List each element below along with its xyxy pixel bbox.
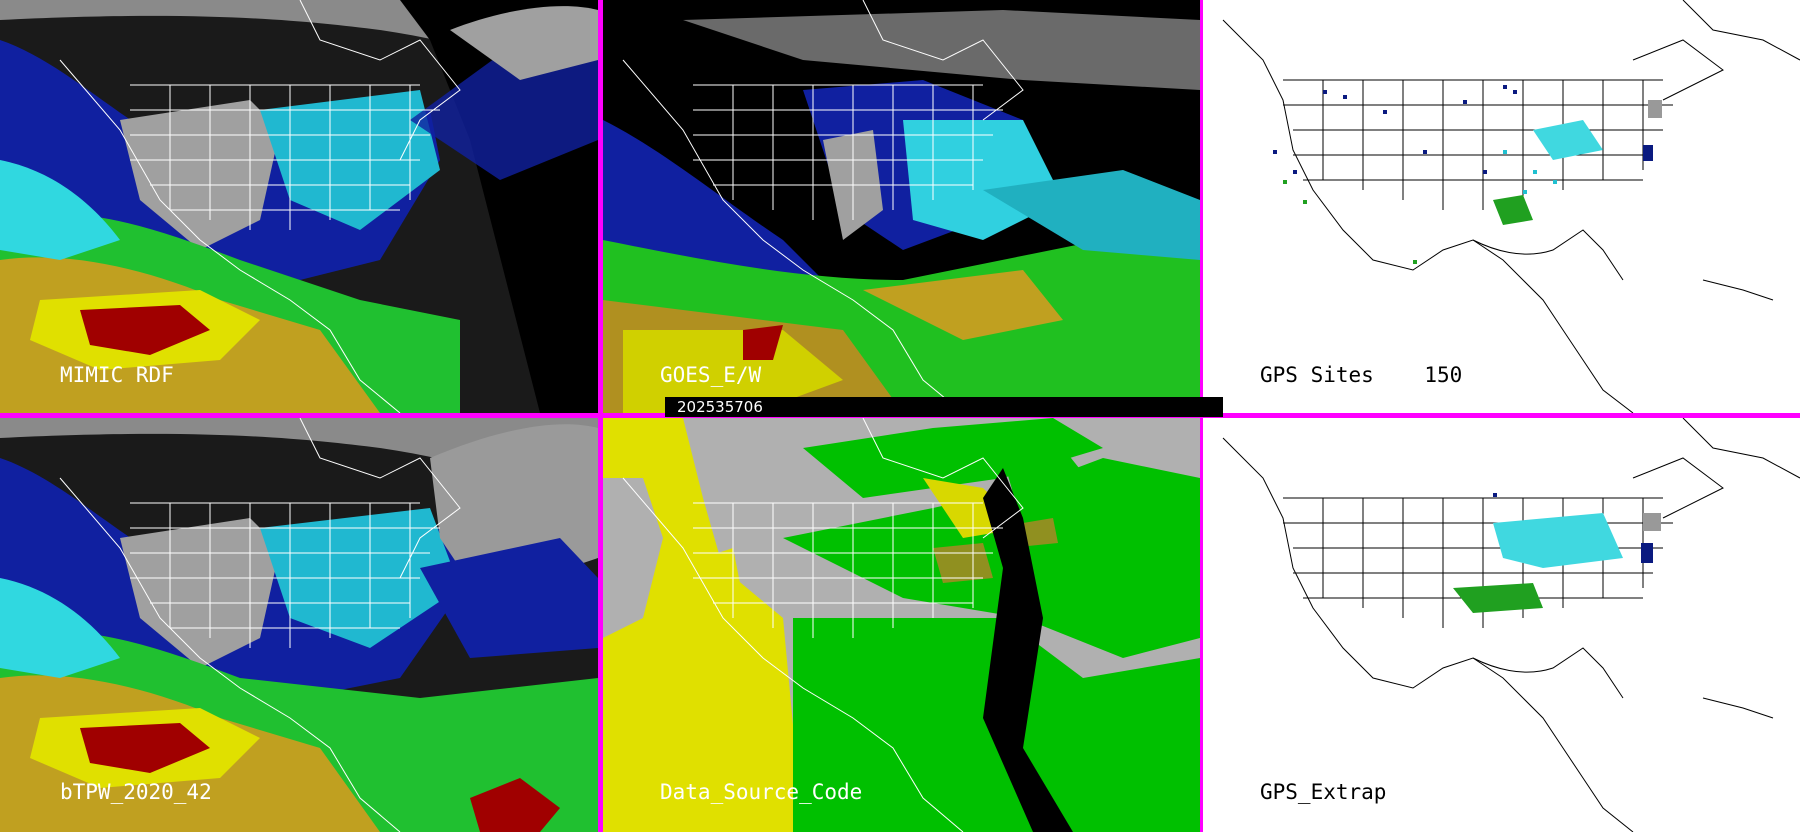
panel-label-btpw: bTPW_2020_42	[60, 780, 212, 804]
data-source-code-map	[603, 418, 1200, 832]
btpw-map	[0, 418, 598, 832]
panel-label-mimic: MIMIC RDF	[60, 363, 174, 387]
gps-extrap-panel	[1203, 418, 1800, 832]
panel-label-data-source: Data_Source_Code	[660, 780, 863, 804]
mimic-rdf-map	[0, 0, 598, 413]
btpw-panel	[0, 418, 598, 832]
gps-sites-map	[1203, 0, 1800, 413]
timestamp-bar: 202535706	[665, 397, 1223, 417]
data-source-code-panel	[603, 418, 1200, 832]
gps-sites-panel	[1203, 0, 1800, 413]
goes-ew-map	[603, 0, 1200, 413]
panel-label-gps-sites: GPS Sites 150	[1260, 363, 1463, 387]
gps-extrap-map	[1203, 418, 1800, 832]
panel-label-gps-extrap: GPS_Extrap	[1260, 780, 1387, 804]
goes-ew-panel	[603, 0, 1200, 413]
panel-label-goes: GOES_E/W	[660, 363, 762, 387]
mimic-rdf-panel	[0, 0, 598, 413]
